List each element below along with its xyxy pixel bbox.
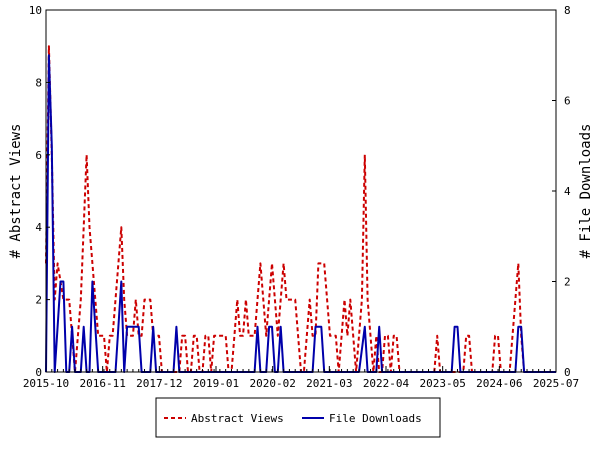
y-left-tick-label: 2 [35,294,42,307]
ticks-layer [45,9,557,373]
y-axis-left-title: # Abstract Views [8,124,24,259]
x-tick-label: 2017-12 [136,377,182,390]
y-left-tick-label: 10 [29,4,42,17]
x-tick-label: 2022-04 [363,377,410,390]
series-line-file-downloads [45,54,556,373]
legend: Abstract Views File Downloads [155,397,441,438]
x-tick-label: 2025-07 [533,377,579,390]
x-tick-label: 2019-01 [193,377,239,390]
y-axis-right-title: # File Downloads [578,124,594,259]
x-tick-label: 2016-11 [79,377,125,390]
y-left-tick-label: 8 [35,76,42,89]
x-tick-label: 2024-06 [476,377,522,390]
y-left-tick-label: 6 [35,149,42,162]
y-right-tick-label: 8 [564,4,571,17]
x-tick-label: 2020-02 [249,377,295,390]
x-tick-label: 2023-05 [419,377,465,390]
y-right-tick-label: 2 [564,276,571,289]
legend-label-abstract-views: Abstract Views [191,412,284,425]
y-right-tick-label: 0 [564,366,571,379]
x-tick-label: 2021-03 [306,377,352,390]
y-right-tick-label: 6 [564,95,571,108]
y-right-tick-label: 4 [564,185,571,198]
legend-label-file-downloads: File Downloads [329,412,422,425]
y-left-tick-label: 4 [35,221,42,234]
y-left-tick-label: 0 [35,366,42,379]
tick-labels-layer: 0 2 4 6 8 10 0 2 4 6 8 2015-10 2016-11 2017-12 2019-01… [23,4,579,390]
series-layer [45,45,556,373]
x-tick-label: 2015-10 [23,377,69,390]
legend-box [155,397,441,438]
